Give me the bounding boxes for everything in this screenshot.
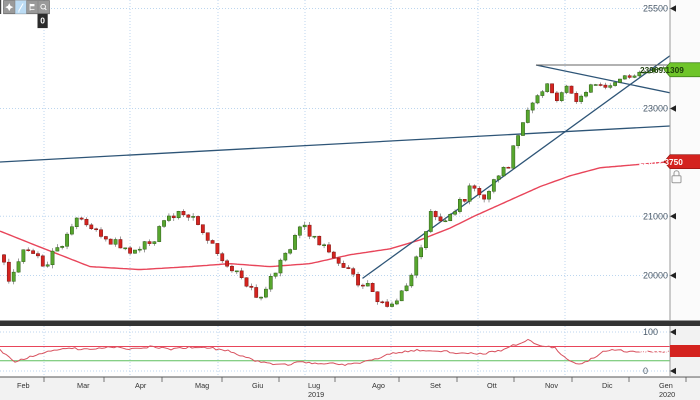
svg-text:20000: 20000: [643, 271, 668, 281]
svg-text:2020: 2020: [659, 390, 675, 399]
svg-text:2019: 2019: [308, 390, 324, 399]
svg-text:0: 0: [643, 366, 648, 376]
svg-text:Apr: Apr: [135, 381, 147, 390]
svg-text:Set: Set: [430, 381, 441, 390]
svg-text:Mag: Mag: [195, 381, 209, 390]
svg-text:23000: 23000: [643, 104, 668, 114]
svg-text:Nov: Nov: [545, 381, 558, 390]
svg-text:Lug: Lug: [308, 381, 320, 390]
svg-text:0: 0: [40, 15, 45, 25]
svg-text:23969.1309: 23969.1309: [640, 65, 684, 75]
svg-text:22012.3750: 22012.3750: [639, 157, 683, 167]
svg-text:Ago: Ago: [372, 381, 385, 390]
svg-text:Feb: Feb: [17, 381, 30, 390]
svg-text:56.3378: 56.3378: [639, 346, 669, 356]
svg-text:Giu: Giu: [252, 381, 263, 390]
svg-text:21000: 21000: [643, 211, 668, 221]
svg-text:Ott: Ott: [487, 381, 497, 390]
svg-text:25500: 25500: [643, 4, 668, 14]
svg-text:Dic: Dic: [602, 381, 613, 390]
svg-text:100: 100: [643, 327, 658, 337]
svg-text:Gen: Gen: [659, 381, 673, 390]
svg-text:Mar: Mar: [77, 381, 90, 390]
